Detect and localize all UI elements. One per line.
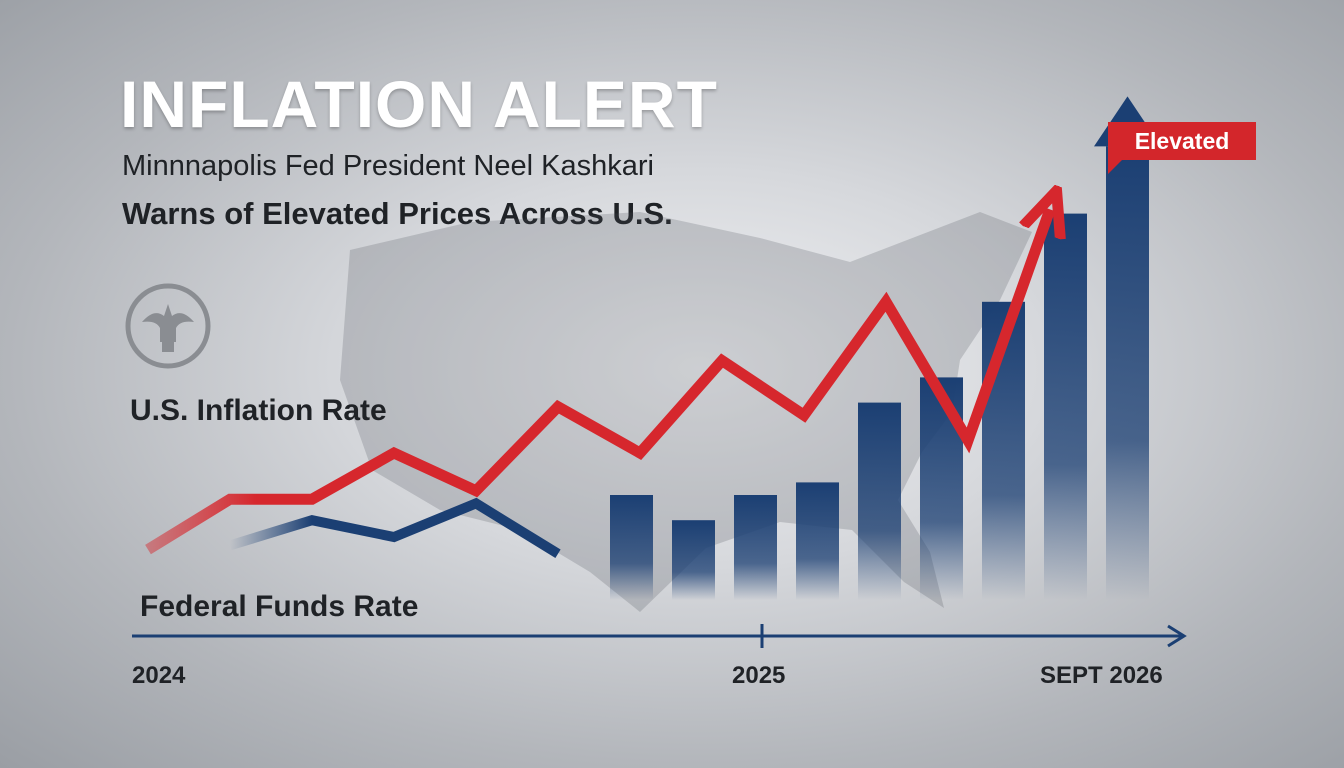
x-tick-label-2025: 2025 <box>732 662 786 689</box>
chart-subtitle-line1: Minnnapolis Fed President Neel Kashkari <box>122 150 654 182</box>
inflation-rate-line <box>145 209 1050 555</box>
bar-1 <box>672 520 715 600</box>
elevated-badge-tail <box>1108 158 1124 174</box>
bar-0 <box>610 495 653 600</box>
x-tick-label-sept-2026: SEPT 2026 <box>1040 662 1163 689</box>
federal-reserve-seal-icon <box>125 283 211 369</box>
series-label-fed-funds: Federal Funds Rate <box>140 590 419 623</box>
chart-subtitle-line2: Warns of Elevated Prices Across U.S. <box>122 196 673 231</box>
bar-2 <box>734 495 777 600</box>
bar-4 <box>858 402 901 600</box>
x-axis <box>132 624 1187 648</box>
bar-7 <box>1044 213 1087 600</box>
elevated-badge: Elevated <box>1108 122 1256 160</box>
chart-title: INFLATION ALERT <box>120 67 718 141</box>
lines-layer <box>145 209 1050 559</box>
fed-funds-rate-line <box>228 497 561 559</box>
bar-3 <box>796 482 839 600</box>
x-tick-label-2024: 2024 <box>132 662 186 689</box>
bar-8 <box>1106 146 1149 600</box>
series-label-inflation: U.S. Inflation Rate <box>130 394 387 427</box>
